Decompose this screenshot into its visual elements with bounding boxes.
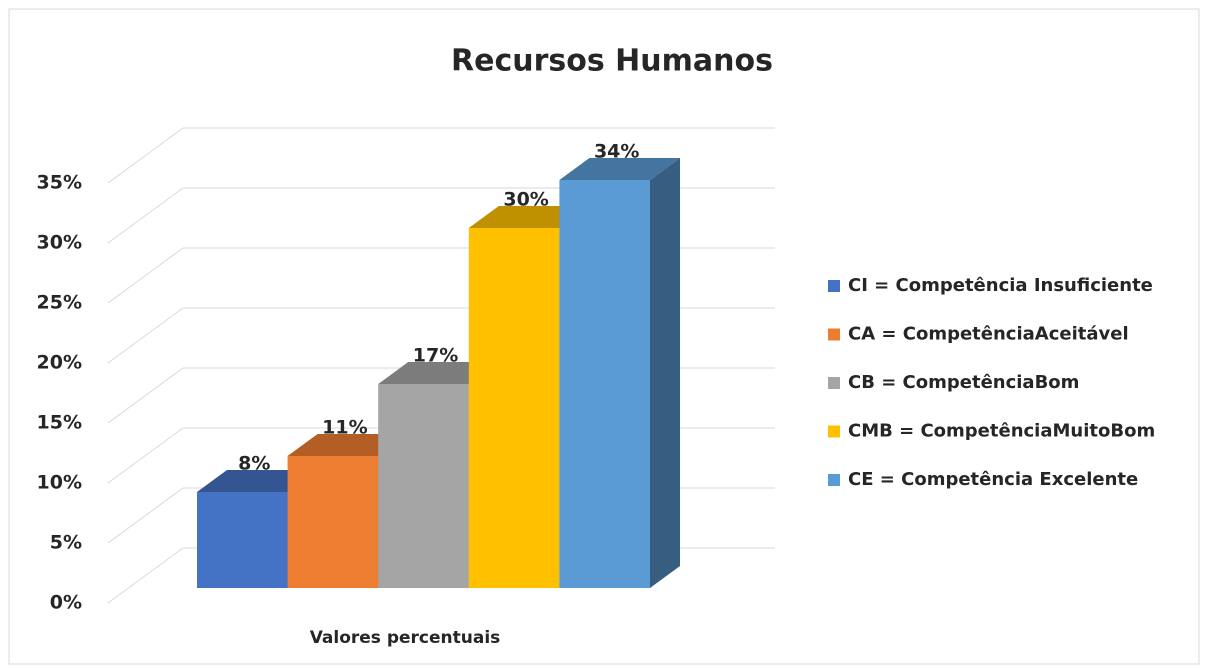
data-label: 17% <box>413 345 458 367</box>
y-tick-label: 0% <box>50 592 82 614</box>
legend-label: CB = CompetênciaBom <box>848 372 1079 393</box>
bar-top <box>287 434 409 456</box>
legend-label: CA = CompetênciaAceitável <box>848 324 1129 345</box>
data-label: 30% <box>503 189 548 211</box>
y-tick-label: 15% <box>37 412 82 434</box>
bar-top <box>559 158 680 180</box>
legend-label: CMB = CompetênciaMuitoBom <box>848 421 1155 442</box>
bar <box>378 384 469 588</box>
grid-line <box>107 427 184 484</box>
legend-swatch <box>828 425 840 438</box>
data-label: 34% <box>594 141 639 163</box>
legend-swatch <box>828 328 840 341</box>
chart-title: Recursos Humanos <box>451 44 773 79</box>
y-tick-label: 35% <box>37 172 82 194</box>
grid-line <box>107 547 184 604</box>
bar <box>287 456 379 588</box>
x-tick-label: Valores percentuais <box>310 628 501 648</box>
bar-top <box>378 362 499 384</box>
legend-swatch <box>828 474 840 486</box>
legend-label: CI = Competência Insuficiente <box>848 275 1153 296</box>
bar <box>559 180 650 588</box>
legend-swatch <box>828 280 840 292</box>
legend-swatch <box>828 377 840 389</box>
grid-line <box>107 307 184 364</box>
bar-top <box>468 206 590 228</box>
grid-line <box>107 367 184 424</box>
y-tick-label: 5% <box>50 532 82 554</box>
y-tick-label: 25% <box>37 292 82 314</box>
grid-line <box>107 127 184 184</box>
y-tick-label: 20% <box>37 352 82 374</box>
data-label: 11% <box>322 417 367 439</box>
bar-top <box>197 470 318 492</box>
grid-line <box>107 247 184 304</box>
bar <box>468 228 560 588</box>
y-tick-label: 30% <box>37 232 82 254</box>
data-label: 8% <box>238 453 270 475</box>
bar <box>197 492 288 588</box>
legend-label: CE = Competência Excelente <box>848 469 1138 490</box>
bar-side <box>650 158 680 588</box>
grid-line <box>107 487 184 544</box>
grid-line <box>107 187 184 244</box>
y-tick-label: 10% <box>37 472 82 494</box>
